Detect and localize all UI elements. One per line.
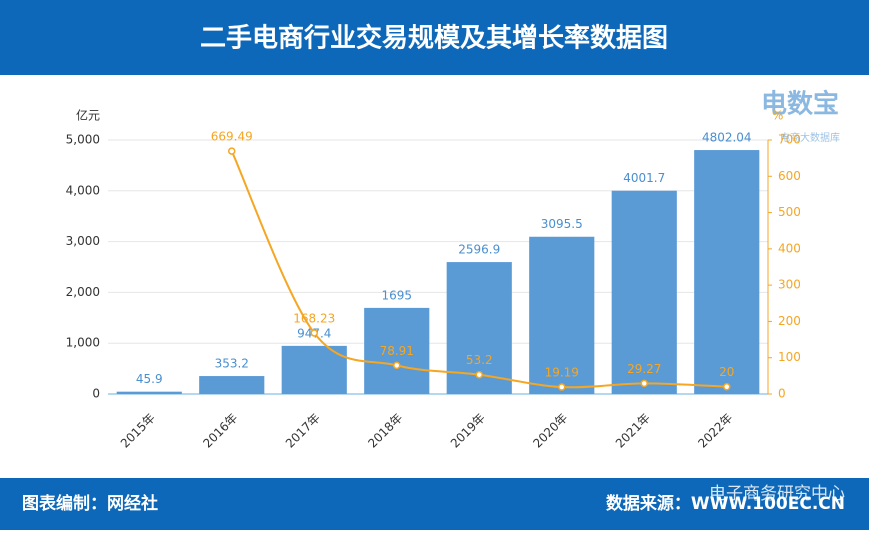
line-point <box>723 382 731 391</box>
watermark-wechat: 电子商务研究中心 <box>709 484 845 504</box>
bar <box>116 391 182 394</box>
page-title: 二手电商行业交易规模及其增长率数据图 <box>200 23 668 54</box>
bar <box>694 150 760 394</box>
line-value-label: 53.2 <box>466 353 493 367</box>
bar-value-label: 45.9 <box>136 372 163 386</box>
bar <box>364 307 430 394</box>
footer-right: 数据来源：WWW.100EC.CN <box>606 493 845 514</box>
y2-tick-label: 400 <box>778 241 801 255</box>
y-tick-label: 0 <box>92 387 100 401</box>
y2-tick-label: 700 <box>778 133 801 147</box>
y2-tick-label: 500 <box>778 205 801 219</box>
y2-tick-label: 300 <box>778 278 801 292</box>
line-point <box>228 147 236 155</box>
y2-tick-label: 0 <box>778 387 786 401</box>
line-value-label: 669.49 <box>211 130 253 144</box>
y2-tick-label: 600 <box>778 169 801 183</box>
y-axis-unit: 亿元 <box>76 108 100 123</box>
line-point <box>393 361 401 370</box>
line-value-label: 19.19 <box>545 366 579 380</box>
y-tick-label: 4,000 <box>66 183 100 197</box>
line-value-label: 20 <box>719 365 734 379</box>
line-point <box>475 370 483 379</box>
line-value-label: 29.27 <box>627 362 661 376</box>
footer-bar <box>0 478 869 530</box>
bar <box>529 236 595 394</box>
bar <box>199 376 265 394</box>
watermark-logo: 电数宝 <box>761 89 839 120</box>
bar-value-label: 1695 <box>381 288 412 302</box>
bar <box>611 190 677 394</box>
line-point <box>310 329 318 337</box>
y-tick-label: 2,000 <box>66 285 100 299</box>
bar <box>281 345 347 394</box>
bar-value-label: 2596.9 <box>458 243 500 257</box>
y-tick-label: 3,000 <box>66 234 100 248</box>
y2-tick-label: 200 <box>778 314 801 328</box>
line-value-label: 168.23 <box>293 311 335 325</box>
footer-left: 图表编制：网经社 <box>22 493 158 514</box>
bar-value-label: 4802.04 <box>702 131 752 145</box>
line-value-label: 78.91 <box>380 344 414 358</box>
bar-value-label: 3095.5 <box>541 217 583 231</box>
y-tick-label: 5,000 <box>66 133 100 147</box>
bar-value-label: 4001.7 <box>623 171 665 185</box>
y-tick-label: 1,000 <box>66 336 100 350</box>
watermark-logo-sub: 电商大数据库 <box>780 131 840 144</box>
line-point <box>558 383 566 391</box>
y2-axis-unit: % <box>772 109 783 123</box>
header-bar <box>0 0 869 75</box>
y2-tick-label: 100 <box>778 350 801 364</box>
line-point <box>640 379 648 388</box>
bar-value-label: 353.2 <box>215 357 249 371</box>
